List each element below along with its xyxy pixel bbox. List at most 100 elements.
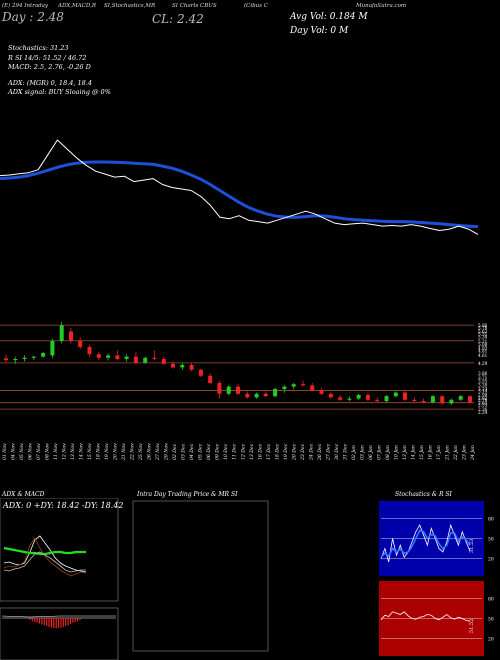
date-tick-label: 05 Nov	[19, 443, 25, 460]
date-tick-label: 09 Dec	[215, 443, 221, 460]
intraday-panel-title: Intra Day Trading Price & MR SI	[137, 491, 238, 498]
header-indicators: ADX,MACD,R	[58, 3, 96, 9]
candle-body	[198, 369, 203, 376]
adx-panel-frame	[0, 498, 119, 602]
adx-panel-title: ADX & MACD	[2, 491, 45, 498]
date-tick-label: 22 Nov	[130, 443, 136, 461]
candle-body	[171, 363, 175, 368]
date-tick-label: 16 Jan	[428, 445, 434, 460]
oscillator-tick-label: 50	[488, 617, 494, 623]
adx-series-line	[3, 551, 86, 573]
candle-body	[254, 393, 259, 398]
avg-vol-label: Avg Vol: 0.184 M	[290, 12, 368, 22]
date-tick-label: 11 Nov	[53, 443, 59, 460]
adx-series-line	[3, 546, 86, 556]
date-tick-label: 06 Dec	[206, 443, 212, 460]
date-tick-label: 27 Nov	[155, 443, 161, 461]
date-tick-label: 18 Dec	[274, 443, 280, 460]
candle-body	[412, 399, 417, 401]
price-tick-label: 4.29	[478, 361, 488, 366]
date-tick-label: 13 Nov	[70, 443, 76, 460]
date-tick-label: 13 Dec	[249, 443, 255, 460]
price-tick-label: 3.14	[478, 388, 488, 393]
header-ticker: CBUS	[200, 3, 217, 9]
stochastics-readout: Stochastics: 31.23	[8, 44, 69, 52]
candle-body	[106, 355, 111, 358]
candle-body	[143, 357, 148, 363]
date-tick-label: 02 Dec	[172, 443, 178, 460]
adx-signal-readout: ADX signal: BUY Sloaing @ 0%	[8, 88, 111, 96]
price-ma-chart	[0, 139, 479, 235]
candle-body	[78, 341, 83, 347]
date-tick-label: 20 Dec	[291, 443, 297, 461]
price-tick-label: 2.55	[478, 403, 488, 408]
candle-body	[152, 357, 157, 359]
candle-body	[458, 396, 463, 400]
close-label: CL: 2.42	[152, 12, 204, 26]
candle-body	[4, 358, 8, 361]
candle-body	[384, 396, 389, 401]
candle-body	[310, 385, 315, 391]
candle-body	[133, 356, 138, 363]
candle-body	[189, 365, 194, 370]
date-tick-label: 21 Jan	[445, 445, 451, 461]
candle-body	[365, 395, 370, 400]
date-tick-label: 03 Dec	[181, 443, 187, 460]
date-tick-label: 12 Nov	[62, 443, 68, 460]
date-tick-label: 03 Jan	[359, 445, 365, 460]
oscillator-series-line	[380, 529, 471, 558]
candle-body	[393, 392, 398, 397]
date-tick-label: 12 Dec	[240, 443, 246, 460]
date-tick-label: 05 Dec	[198, 443, 204, 460]
candle-body	[375, 399, 380, 401]
header-indicators-2: SI,Stochastics,MR	[104, 3, 156, 9]
candle-body	[263, 393, 268, 397]
price-tick-label: 5.08	[478, 342, 488, 347]
macd-readout: MACD: 2.5, 2.76, -0.26 D	[8, 63, 91, 71]
price-tick-label: 4.93	[478, 346, 488, 351]
candle-body	[347, 398, 352, 400]
stoch-value-label: 31.23	[469, 539, 475, 553]
date-tick-label: 23 Dec	[300, 443, 306, 461]
date-tick-label: 18 Nov	[96, 443, 102, 460]
date-tick-label: 15 Jan	[419, 445, 425, 460]
candle-body	[328, 393, 333, 398]
price-tick-label: 2.98	[478, 392, 488, 397]
date-tick-label: 04 Dec	[189, 443, 195, 460]
adx-series-line	[3, 535, 87, 573]
date-tick-label: 23 Jan	[462, 445, 468, 461]
date-tick-label: 24 Dec	[308, 443, 314, 461]
date-tick-label: 16 Dec	[257, 443, 263, 460]
macd-line	[1, 615, 116, 618]
header-charts: SI Charts	[172, 3, 199, 9]
date-tick-label: 15 Nov	[87, 443, 93, 460]
header-source: (E) 294 Intraday	[2, 3, 49, 9]
date-tick-label: 17 Dec	[266, 443, 272, 460]
candle-grid	[0, 324, 474, 410]
date-tick-label: 06 Jan	[368, 445, 374, 460]
price-tick-label: 4.81	[478, 348, 488, 353]
candle-body	[430, 396, 435, 403]
date-tick-label: 25 Nov	[138, 443, 144, 461]
candle-body	[87, 347, 92, 355]
date-tick-label: 08 Nov	[45, 443, 51, 460]
date-tick-label: 02 Jan	[351, 445, 357, 460]
candle-body	[208, 375, 213, 383]
candle-body	[301, 384, 305, 386]
date-tick-label: 10 Jan	[393, 445, 399, 460]
oscillator-tick-label: 20	[488, 557, 494, 563]
adx-panel-values: ADX: 0 +DY: 18.42 -DY: 18.42	[2, 501, 123, 510]
oscillator-tick-label: 20	[488, 637, 494, 643]
candle-body	[13, 359, 18, 361]
day-vol-label: Day Vol: 0 M	[290, 26, 349, 36]
price-tick-label: 3.86	[478, 371, 488, 376]
candle-body	[180, 365, 185, 368]
price-tick-label: 2.36	[478, 407, 488, 412]
price-tick-label: 3.38	[478, 383, 488, 388]
stochastics-lines	[380, 518, 482, 563]
day-label: Day : 2.48	[2, 10, 64, 24]
date-tick-label: 19 Nov	[104, 443, 110, 460]
price-tick-label: 5.86	[478, 323, 488, 328]
date-tick-label: 26 Nov	[147, 443, 153, 461]
macd-histogram	[1, 615, 116, 629]
